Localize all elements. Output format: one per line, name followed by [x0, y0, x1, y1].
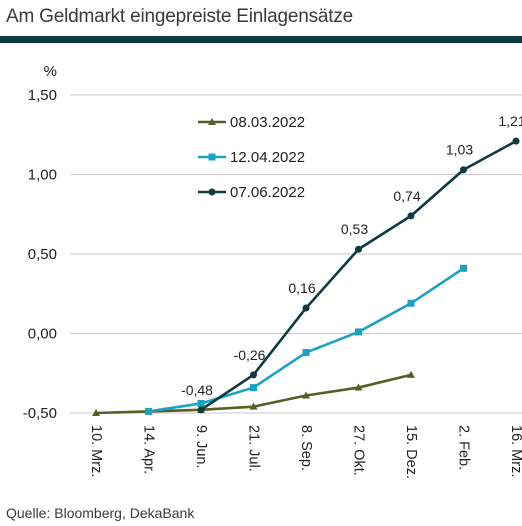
data-point — [249, 402, 258, 410]
x-tick-label: 10. Mrz. — [88, 425, 104, 477]
y-tick-label: 1,50 — [28, 87, 57, 104]
data-label: 0,74 — [393, 188, 420, 204]
data-point — [92, 409, 100, 416]
y-tick-label: 0,00 — [28, 326, 57, 343]
legend-label: 12.04.2022 — [230, 149, 305, 166]
data-point — [197, 406, 205, 414]
data-point — [302, 391, 310, 399]
series-line — [200, 139, 517, 411]
data-label: 0,53 — [341, 221, 368, 237]
y-tick-label: -0,50 — [23, 405, 57, 422]
x-tick-label: 27. Okt. — [351, 425, 367, 476]
legend-label: 07.06.2022 — [230, 184, 305, 201]
legend-marker — [208, 153, 216, 161]
x-tick-label: 9. Jun. — [193, 425, 209, 469]
x-tick-label: 21. Jul. — [246, 425, 262, 472]
data-point — [460, 166, 467, 174]
data-label: 1,03 — [446, 142, 473, 158]
x-tick-label: 15. Dez. — [403, 425, 419, 479]
data-point — [354, 383, 363, 391]
x-tick-label: 16. Mrz. — [508, 425, 522, 477]
title-rule — [0, 36, 522, 43]
line-chart: -0,50 0,00 0,50 1,00 1,50% 10. Mrz. 14. Apr. 9.… — [23, 63, 522, 479]
data-point — [302, 304, 310, 312]
data-point — [145, 407, 152, 415]
data-point — [407, 299, 415, 307]
y-tick-label: 0,50 — [28, 246, 57, 263]
chart-title: Am Geldmarkt eingepreiste Einlagensätze — [6, 6, 354, 27]
data-point — [460, 264, 467, 272]
legend-label: 08.03.2022 — [230, 114, 305, 131]
x-tick-label: 14. Apr. — [141, 425, 157, 474]
data-point — [197, 399, 205, 407]
source-note: Quelle: Bloomberg, DekaBank — [6, 505, 195, 521]
data-point — [250, 371, 257, 379]
legend-marker — [208, 188, 216, 196]
data-label: -0,26 — [234, 347, 266, 363]
data-point — [512, 137, 520, 145]
y-tick-label: 1,00 — [28, 167, 57, 184]
data-label: 0,16 — [288, 280, 315, 296]
data-label: 1,21 — [498, 113, 522, 129]
data-point — [302, 349, 310, 357]
legend-marker — [208, 118, 216, 125]
x-tick-label: 2. Feb. — [456, 425, 472, 470]
data-point — [250, 384, 257, 392]
data-label: -0,48 — [181, 382, 213, 398]
data-point — [407, 370, 415, 378]
data-point — [355, 328, 362, 336]
data-point — [355, 245, 362, 253]
y-unit-label: % — [44, 63, 57, 80]
data-point — [407, 212, 415, 220]
x-tick-label: 8. Sep. — [298, 425, 314, 471]
